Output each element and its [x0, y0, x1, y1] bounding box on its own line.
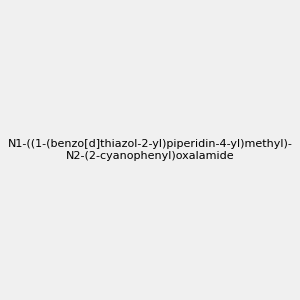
- Text: N1-((1-(benzo[d]thiazol-2-yl)piperidin-4-yl)methyl)-
N2-(2-cyanophenyl)oxalamide: N1-((1-(benzo[d]thiazol-2-yl)piperidin-4…: [8, 139, 292, 161]
